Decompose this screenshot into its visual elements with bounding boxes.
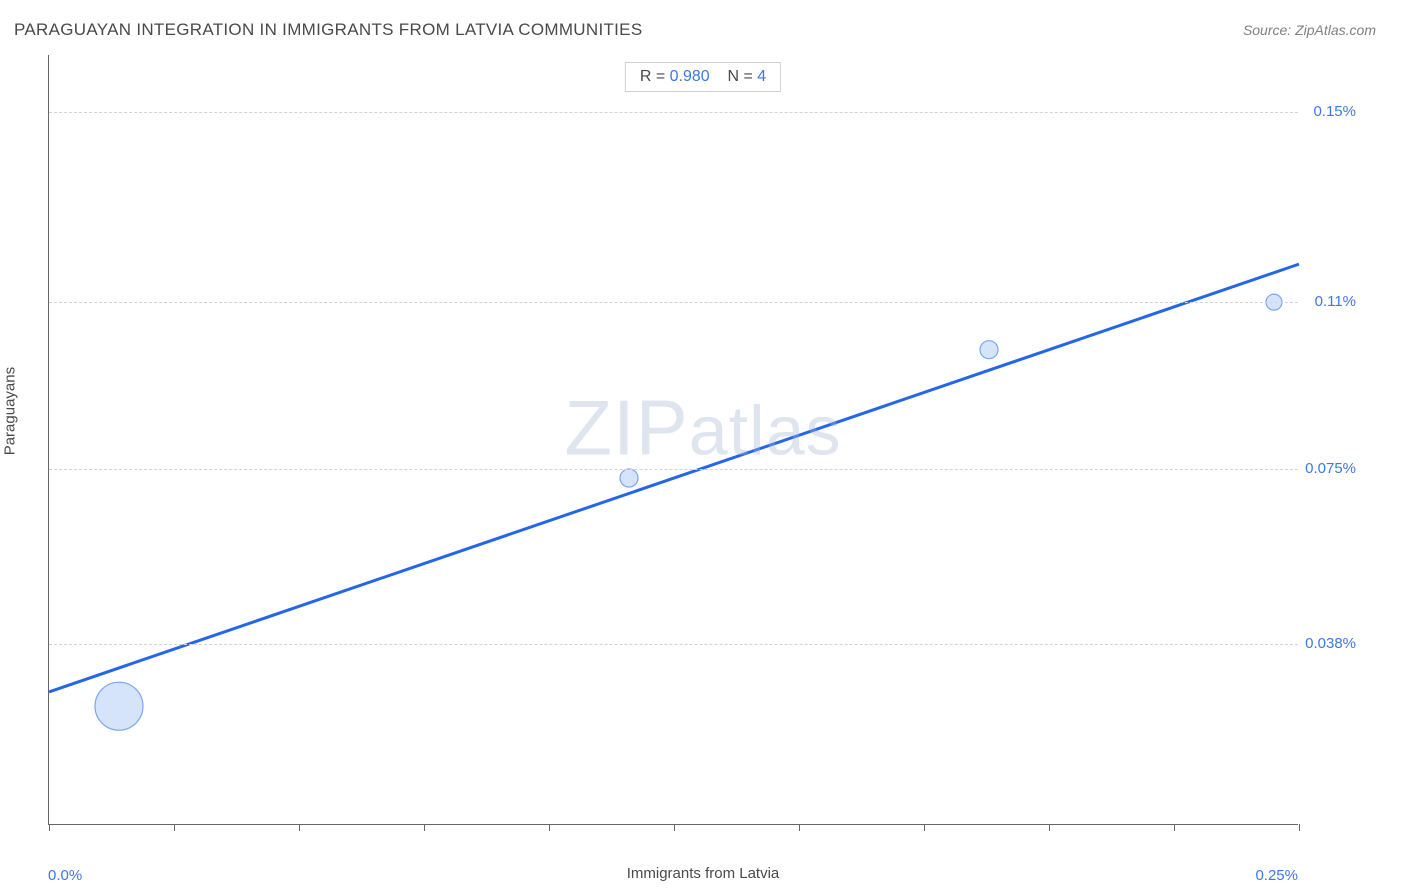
x-axis-min-label: 0.0% [48, 867, 82, 884]
gridline [49, 112, 1298, 113]
x-tick [299, 824, 300, 831]
x-axis-max-label: 0.25% [1255, 867, 1298, 884]
y-tick-label: 0.11% [1315, 293, 1356, 310]
y-tick-label: 0.15% [1313, 103, 1356, 120]
data-point[interactable] [620, 469, 638, 487]
x-tick [799, 824, 800, 831]
y-tick-label: 0.075% [1305, 460, 1356, 477]
x-tick [549, 824, 550, 831]
x-tick [1299, 824, 1300, 831]
chart-title: PARAGUAYAN INTEGRATION IN IMMIGRANTS FRO… [14, 20, 642, 40]
data-point[interactable] [95, 682, 143, 730]
gridline [49, 469, 1298, 470]
data-point[interactable] [980, 341, 998, 359]
x-axis-label: Immigrants from Latvia [627, 865, 780, 882]
trendline [49, 264, 1299, 692]
gridline [49, 302, 1298, 303]
chart-svg [49, 55, 1298, 824]
x-tick [1049, 824, 1050, 831]
x-tick [174, 824, 175, 831]
x-tick [1174, 824, 1175, 831]
y-tick-label: 0.038% [1305, 635, 1356, 652]
x-tick [424, 824, 425, 831]
x-tick [924, 824, 925, 831]
plot-area [48, 55, 1298, 825]
x-tick [49, 824, 50, 831]
x-tick [674, 824, 675, 831]
gridline [49, 644, 1298, 645]
chart-container: PARAGUAYAN INTEGRATION IN IMMIGRANTS FRO… [0, 0, 1406, 892]
source-attribution: Source: ZipAtlas.com [1243, 22, 1376, 38]
y-axis-label: Paraguayans [2, 366, 19, 454]
